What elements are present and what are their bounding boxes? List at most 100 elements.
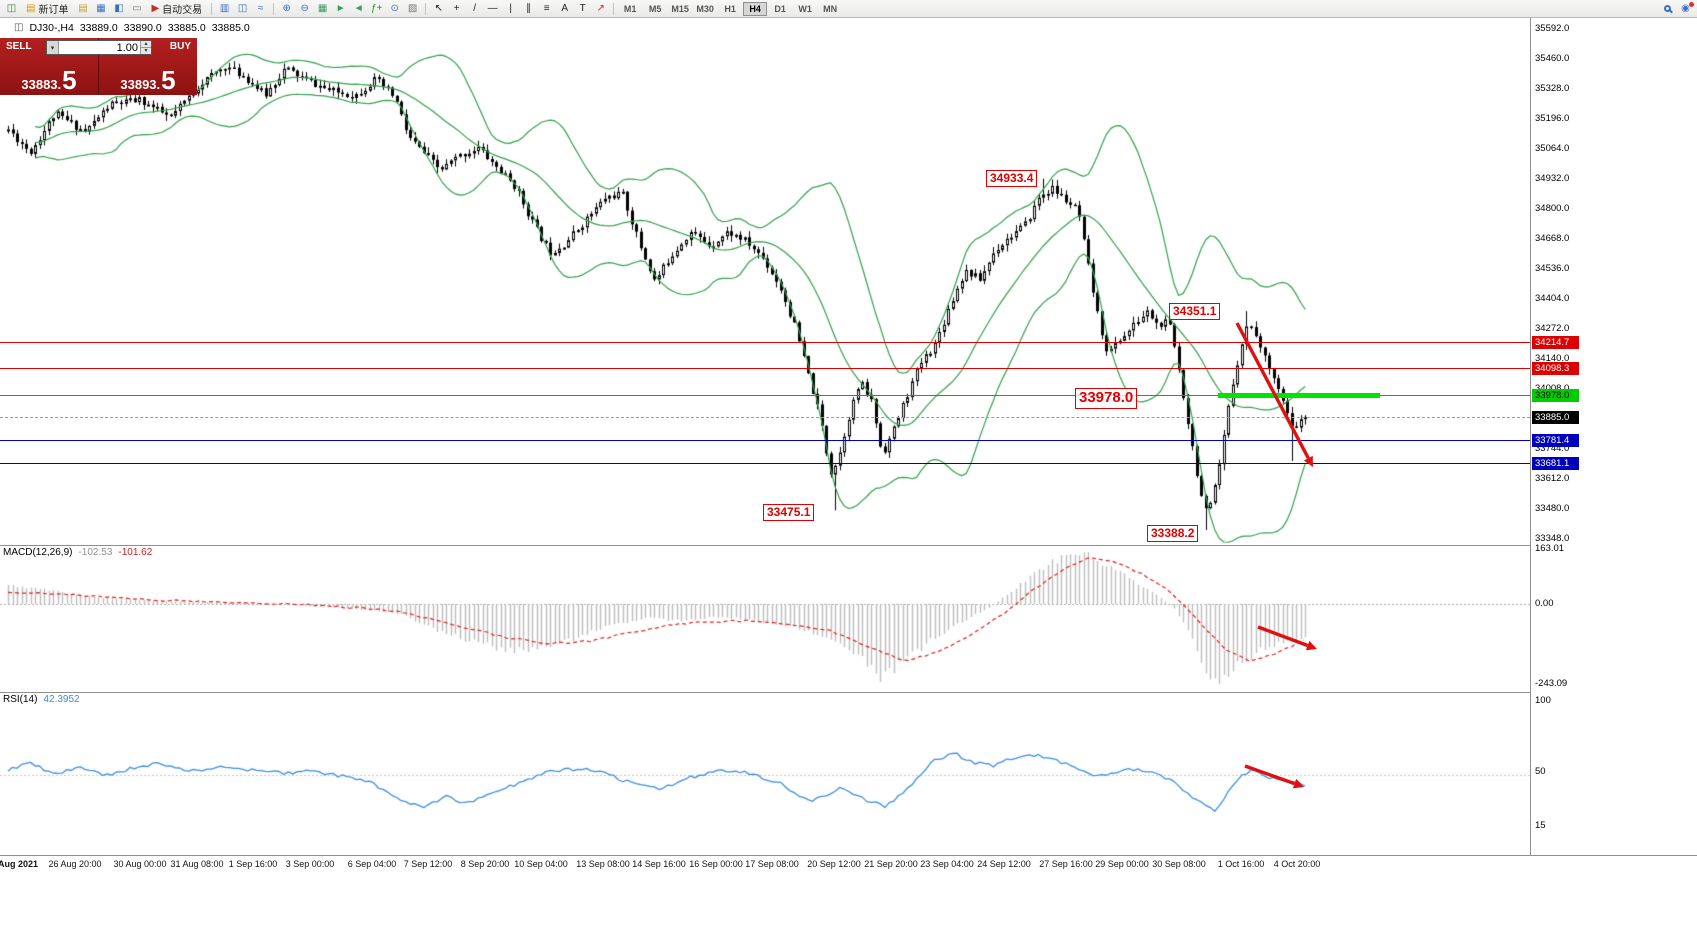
price-annotation[interactable]: 33475.1 (763, 504, 815, 521)
price-axis-label: 34008.0 (1535, 383, 1569, 394)
price-axis[interactable]: 35592.0 35460.0 35328.0 35196.0 35064.0 34932… (1530, 18, 1697, 855)
price-axis-label: 35460.0 (1535, 53, 1570, 64)
timeframe-h4[interactable]: H4 (743, 1, 768, 16)
cursor-icon-glyph: ↖ (434, 2, 443, 14)
auto-scroll-icon[interactable]: ► (332, 1, 349, 16)
resistance-line-34098[interactable] (0, 368, 1530, 370)
time-axis-label: 3 Sep 00:00 (285, 859, 335, 869)
time-axis-label: 6 Sep 04:00 (347, 859, 397, 869)
timeframe-d1[interactable]: D1 (774, 3, 786, 14)
arrow-tool-icon[interactable]: ↗ (592, 1, 609, 16)
new-order-button-glyph: ▤ (26, 2, 36, 14)
time-axis-label: 30 Sep 08:00 (1152, 859, 1206, 869)
macd-pane-separator[interactable] (0, 545, 1697, 546)
label-icon[interactable]: T (574, 1, 591, 16)
indicators-icon[interactable]: ƒ+ (368, 1, 385, 16)
community-icon-glyph: ◉ (1681, 2, 1690, 14)
toolbar-separator (613, 2, 615, 15)
support-level-highlight[interactable] (1218, 393, 1380, 399)
timeframe-m1[interactable]: M1 (623, 3, 637, 14)
macd-indicator-canvas[interactable] (0, 545, 1530, 692)
level-line-33978[interactable] (0, 395, 1530, 397)
time-axis-label: 1 Sep 16:00 (228, 859, 278, 869)
rsi-pane-separator[interactable] (0, 692, 1697, 693)
price-axis-label: 34800.0 (1535, 203, 1570, 215)
rsi-axis-label: 15 (1535, 820, 1546, 831)
zoom-out-icon[interactable]: ⊖ (296, 1, 313, 16)
support-line-33781[interactable] (0, 440, 1530, 442)
time-axis-label: 16 Sep 00:00 (689, 859, 743, 869)
bar-chart-icon[interactable]: ▥ (216, 1, 233, 16)
autotrading-button[interactable]: ▶ 自动交易 (146, 1, 207, 16)
terminal-icon[interactable]: ▭ (128, 1, 145, 16)
rsi-label: RSI(14) 42.3952 (3, 694, 80, 705)
timeframe-h1[interactable]: H1 (724, 3, 736, 14)
profiles-icon[interactable]: ▤ (74, 1, 91, 16)
quote-close: 33885.0 (211, 22, 250, 34)
price-axis-label: 33744.0 (1535, 443, 1570, 455)
price-annotation[interactable]: 34933.4 (986, 170, 1038, 187)
new-order-button[interactable]: ▤ 新订单 (21, 1, 73, 16)
toolbar-separator (273, 2, 275, 15)
price-annotation[interactable]: 33978.0 (1075, 388, 1138, 409)
volume-increase-button[interactable]: ▴ (141, 41, 151, 48)
new-chart-icon[interactable]: ◫ (3, 1, 20, 16)
new-chart-icon-glyph: ◫ (6, 2, 17, 14)
price-axis-label: 35196.0 (1535, 113, 1570, 125)
time-axis-label: 14 Sep 16:00 (632, 859, 686, 869)
price-axis-label: 33348.0 (1535, 533, 1570, 545)
timeframe-m5[interactable]: M5 (648, 3, 662, 14)
autotrading-button-glyph: ▶ (151, 2, 160, 14)
price-axis-label: 34140.0 (1535, 353, 1570, 365)
horizontal-line-icon[interactable]: — (484, 1, 501, 16)
resistance-line-34214[interactable] (0, 341, 1530, 343)
tile-windows-icon[interactable]: ▦ (314, 1, 331, 16)
auto-scroll-icon-glyph: ► (335, 2, 346, 14)
volume-dropdown[interactable]: ▾ (47, 41, 59, 54)
chart-shift-icon-glyph: ◄ (353, 2, 364, 14)
timeframe-mn[interactable]: MN (823, 3, 838, 14)
text-icon[interactable]: A (556, 1, 573, 16)
notification-dot (1689, 2, 1694, 7)
price-axis-label: 35328.0 (1535, 83, 1570, 95)
chart-shift-icon[interactable]: ◄ (350, 1, 367, 16)
search-icon[interactable] (1659, 1, 1676, 16)
price-axis-label: 34668.0 (1535, 233, 1570, 245)
price-annotation[interactable]: 33388.2 (1147, 525, 1199, 542)
periods-icon[interactable]: ⊙ (386, 1, 403, 16)
candlestick-chart-icon[interactable]: ◫ (234, 1, 251, 16)
volume-input[interactable] (59, 41, 140, 54)
price-axis-label: 34932.0 (1535, 173, 1570, 185)
sell-label: SELL (6, 41, 32, 52)
templates-icon[interactable]: ▨ (404, 1, 421, 16)
crosshair-icon-glyph: + (453, 2, 460, 14)
fibonacci-icon[interactable]: ≡ (538, 1, 555, 16)
price-axis-label: 33612.0 (1535, 473, 1570, 485)
current-price-line[interactable] (0, 417, 1530, 419)
timeframe-w1[interactable]: W1 (798, 3, 812, 14)
support-line-33681[interactable] (0, 462, 1530, 464)
cursor-icon[interactable]: ↖ (430, 1, 447, 16)
time-axis[interactable]: Aug 2021 26 Aug 20:00 30 Aug 00:00 31 Aug 0… (0, 855, 1697, 873)
zoom-in-icon[interactable]: ⊕ (278, 1, 295, 16)
macd-value-main: -102.53 (78, 547, 113, 558)
volume-decrease-button[interactable]: ▾ (141, 48, 151, 54)
timeframe-m15[interactable]: M15 (671, 3, 689, 14)
time-axis-label: 1 Oct 16:00 (1217, 859, 1265, 869)
timeframe-m30[interactable]: M30 (696, 3, 714, 14)
price-badge: 33781.4 (1532, 434, 1579, 448)
channel-icon[interactable]: ∥ (520, 1, 537, 16)
market-watch-icon[interactable]: ▦ (92, 1, 109, 16)
line-chart-icon[interactable]: ≈ (252, 1, 269, 16)
price-axis-label: 34272.0 (1535, 323, 1570, 335)
vertical-line-icon[interactable]: | (502, 1, 519, 16)
time-axis-label: 24 Sep 12:00 (977, 859, 1031, 869)
community-icon[interactable]: ◉ (1677, 1, 1694, 16)
trendline-icon[interactable]: / (466, 1, 483, 16)
symbol-timeframe: DJ30-,H4 (29, 22, 74, 34)
navigator-icon[interactable]: ◧ (110, 1, 127, 16)
price-annotation[interactable]: 34351.1 (1169, 303, 1221, 320)
text-icon-glyph: A (561, 2, 568, 14)
crosshair-icon[interactable]: + (448, 1, 465, 16)
rsi-value: 42.3952 (43, 694, 80, 705)
